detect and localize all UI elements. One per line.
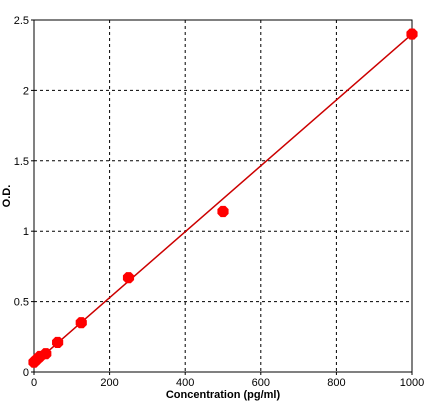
x-tick-label: 800 bbox=[327, 377, 345, 389]
y-tick-label: 1.5 bbox=[14, 156, 29, 168]
y-tick-label: 2 bbox=[23, 85, 29, 97]
fit-line bbox=[33, 33, 413, 365]
data-point bbox=[52, 336, 64, 349]
x-axis-title: Concentration (pg/ml) bbox=[166, 389, 281, 401]
x-axis-ticks: 0 200 400 600 800 1000 bbox=[31, 372, 424, 389]
data-points bbox=[28, 28, 418, 368]
data-point bbox=[406, 28, 418, 40]
y-tick-label: 0.5 bbox=[14, 297, 29, 309]
data-point bbox=[122, 272, 135, 284]
y-axis-title: O.D. bbox=[1, 185, 13, 208]
fit-line-layer bbox=[33, 33, 413, 365]
y-tick-label: 0 bbox=[23, 367, 29, 379]
x-tick-label: 600 bbox=[252, 377, 270, 389]
x-tick-label: 200 bbox=[100, 377, 118, 389]
x-tick-label: 0 bbox=[31, 377, 37, 389]
data-point bbox=[75, 317, 87, 329]
plot-area-frame bbox=[33, 19, 413, 373]
y-tick-label: 2.5 bbox=[14, 15, 29, 27]
grid bbox=[34, 20, 412, 372]
data-point bbox=[40, 348, 52, 360]
x-tick-label: 400 bbox=[176, 377, 194, 389]
y-axis-ticks: 0 0.5 1 1.5 2 2.5 bbox=[14, 15, 34, 379]
x-tick-label: 1000 bbox=[400, 377, 424, 389]
data-point bbox=[217, 205, 229, 218]
y-tick-label: 1 bbox=[23, 226, 29, 238]
